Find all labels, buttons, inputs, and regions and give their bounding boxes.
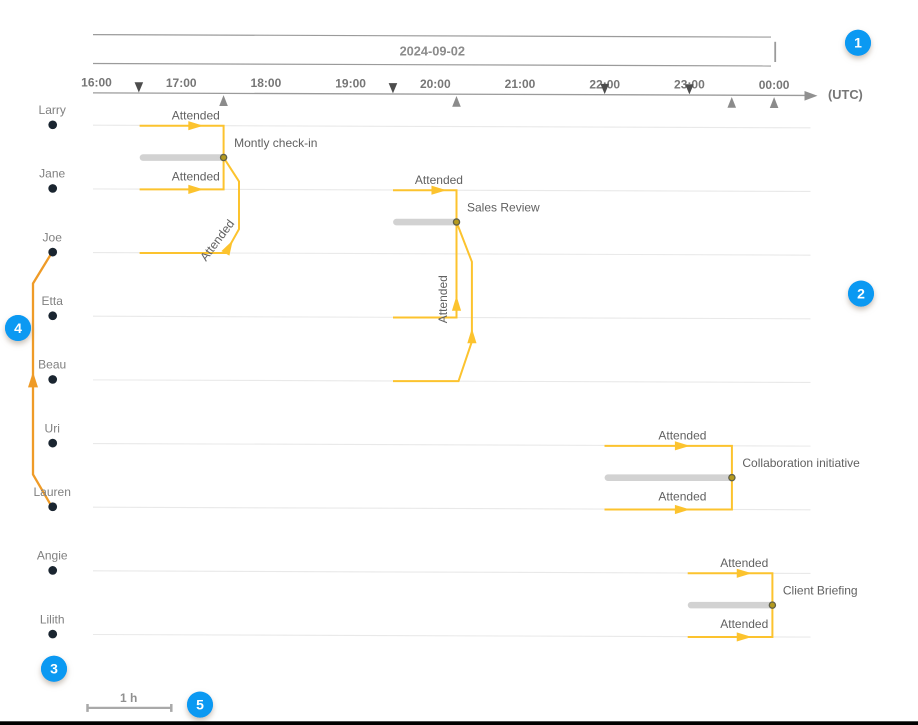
svg-text:21:00: 21:00 (505, 77, 536, 91)
svg-text:1: 1 (854, 35, 862, 51)
svg-text:Lilith: Lilith (40, 612, 65, 626)
svg-text:Joe: Joe (43, 230, 63, 244)
svg-text:Collaboration initiative: Collaboration initiative (742, 456, 860, 470)
svg-text:Montly check-in: Montly check-in (234, 136, 317, 150)
svg-text:(UTC): (UTC) (828, 87, 863, 102)
svg-text:Attended: Attended (172, 108, 220, 122)
svg-text:Attended: Attended (658, 429, 706, 443)
svg-text:5: 5 (196, 697, 204, 713)
svg-text:Sales Review: Sales Review (467, 201, 540, 215)
svg-text:Beau: Beau (38, 358, 66, 372)
svg-text:3: 3 (50, 661, 58, 677)
svg-text:20:00: 20:00 (420, 77, 451, 91)
svg-text:Client Briefing: Client Briefing (783, 584, 858, 598)
svg-text:1 h: 1 h (120, 691, 137, 705)
svg-text:Larry: Larry (39, 103, 66, 117)
svg-text:Angie: Angie (37, 549, 68, 563)
svg-text:Attended: Attended (436, 275, 450, 323)
svg-text:Attended: Attended (415, 173, 463, 187)
svg-text:Attended: Attended (720, 617, 768, 631)
svg-text:Attended: Attended (172, 169, 220, 183)
svg-text:00:00: 00:00 (759, 78, 790, 92)
svg-text:18:00: 18:00 (251, 76, 282, 90)
svg-text:4: 4 (14, 320, 22, 336)
svg-text:Attended: Attended (658, 489, 706, 503)
svg-text:17:00: 17:00 (166, 76, 197, 90)
svg-text:16:00: 16:00 (81, 76, 112, 90)
svg-text:Etta: Etta (42, 294, 64, 308)
svg-text:19:00: 19:00 (335, 76, 366, 90)
svg-text:2024-09-02: 2024-09-02 (400, 44, 465, 59)
svg-text:Uri: Uri (45, 421, 60, 435)
svg-text:Attended: Attended (720, 556, 768, 570)
svg-text:Lauren: Lauren (34, 485, 71, 499)
svg-text:2: 2 (857, 286, 865, 302)
svg-text:Jane: Jane (39, 167, 65, 181)
